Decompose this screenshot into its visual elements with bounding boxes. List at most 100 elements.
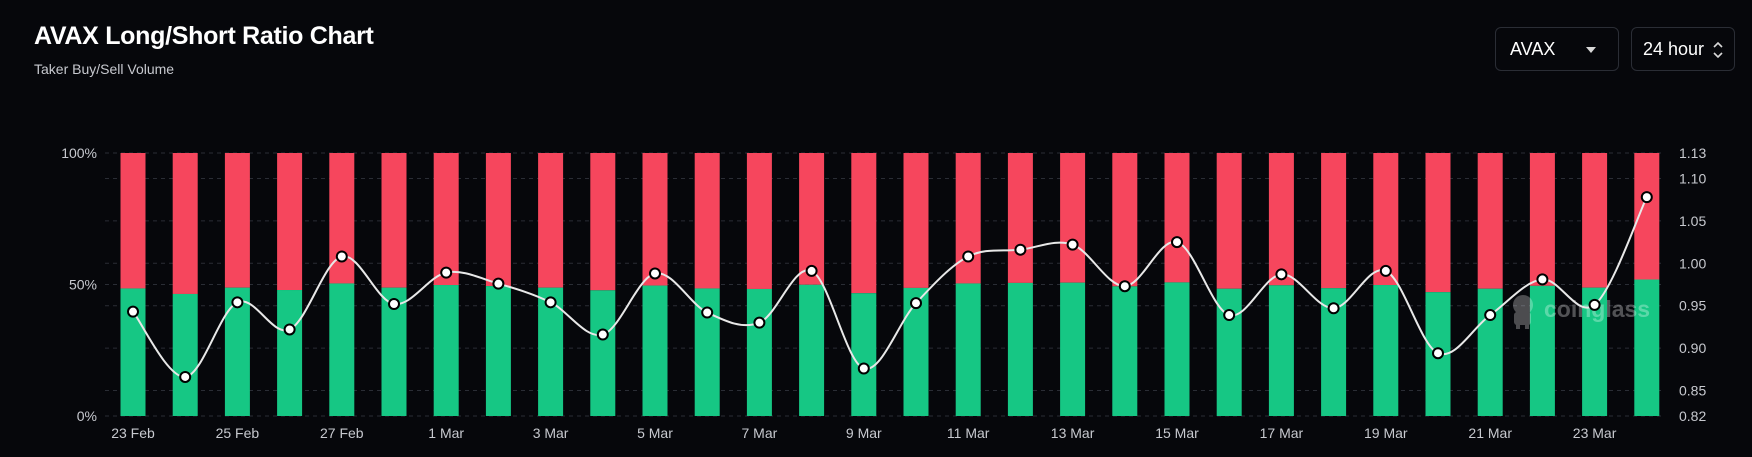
x-axis-tick-label: 27 Feb bbox=[320, 425, 364, 441]
ratio-point bbox=[1640, 191, 1653, 204]
axes: 1.13 1.10 1.05 1.00 0.95 0.90 0.85 0.82 100% 50% 0… bbox=[61, 145, 1706, 441]
ratio-point bbox=[596, 328, 609, 341]
ratio-point bbox=[753, 316, 766, 329]
right-axis-tick-label: 1.05 bbox=[1679, 213, 1706, 229]
bar-short bbox=[590, 153, 616, 291]
bar-long bbox=[1164, 282, 1190, 416]
coinglass-logo-icon bbox=[1513, 295, 1533, 329]
bar-short bbox=[172, 153, 198, 294]
bar-short bbox=[433, 153, 459, 286]
right-axis-tick-label: 0.90 bbox=[1679, 340, 1706, 356]
bars bbox=[120, 153, 1660, 416]
chevron-down-icon bbox=[1586, 47, 1596, 53]
bar-long bbox=[1268, 285, 1294, 416]
ratio-point bbox=[179, 370, 192, 383]
bar-long bbox=[1007, 282, 1033, 416]
bar-long bbox=[1529, 285, 1555, 416]
ratio-point bbox=[649, 267, 661, 280]
page-title: AVAX Long/Short Ratio Chart bbox=[34, 22, 374, 50]
period-select[interactable]: 24 hour bbox=[1631, 27, 1735, 71]
right-axis-tick-label: 1.13 bbox=[1679, 145, 1706, 161]
ratio-point bbox=[283, 323, 296, 336]
bar-short bbox=[224, 153, 250, 288]
x-axis-tick-label: 17 Mar bbox=[1260, 425, 1304, 441]
bar-short bbox=[1216, 153, 1242, 289]
ratio-point bbox=[335, 250, 348, 263]
coin-select-value: AVAX bbox=[1510, 38, 1556, 59]
ratio-point bbox=[701, 306, 714, 319]
x-axis-tick-label: 3 Mar bbox=[533, 425, 569, 441]
bar-short bbox=[746, 153, 772, 289]
x-axis-tick-label: 15 Mar bbox=[1155, 425, 1199, 441]
ratio-point bbox=[857, 362, 870, 375]
right-axis-tick-label: 0.85 bbox=[1679, 383, 1706, 399]
ratio-point bbox=[910, 297, 922, 310]
ratio-point bbox=[544, 296, 557, 309]
ratio-point bbox=[1275, 268, 1288, 281]
ratio-point bbox=[127, 305, 139, 318]
ratio-point bbox=[440, 266, 453, 279]
bar-long bbox=[1112, 286, 1138, 416]
ratio-line bbox=[127, 191, 1653, 383]
bar-long bbox=[329, 283, 355, 416]
left-axis-tick-label: 0% bbox=[77, 408, 97, 424]
ratio-point bbox=[962, 250, 975, 263]
bar-short bbox=[642, 153, 668, 286]
bar-short bbox=[694, 153, 720, 289]
right-axis-tick-label: 0.82 bbox=[1679, 408, 1706, 424]
ratio-point bbox=[1536, 273, 1549, 286]
bar-long bbox=[1634, 279, 1660, 416]
bar-short bbox=[485, 153, 511, 287]
bar-short bbox=[955, 153, 981, 284]
ratio-point bbox=[388, 298, 400, 311]
bar-short bbox=[903, 153, 929, 288]
ratio-point bbox=[1066, 238, 1079, 251]
bar-short bbox=[1582, 153, 1608, 288]
left-axis-tick-label: 100% bbox=[61, 145, 97, 161]
ratio-point bbox=[1171, 236, 1183, 249]
x-axis-tick-label: 11 Mar bbox=[947, 425, 990, 441]
bar-long bbox=[1373, 285, 1399, 416]
bar-short bbox=[851, 153, 877, 294]
left-axis-tick-label: 50% bbox=[69, 277, 97, 293]
bar-long bbox=[433, 285, 459, 416]
ratio-point bbox=[1432, 347, 1444, 360]
bar-short bbox=[1007, 153, 1033, 283]
x-axis-tick-label: 23 Feb bbox=[111, 425, 155, 441]
bar-long bbox=[746, 288, 772, 416]
ratio-point bbox=[1327, 302, 1340, 315]
bar-long bbox=[955, 283, 981, 416]
bar-short bbox=[799, 153, 825, 285]
bar-long bbox=[903, 287, 929, 416]
ratio-point bbox=[492, 277, 505, 290]
page-subtitle: Taker Buy/Sell Volume bbox=[34, 61, 175, 77]
x-axis-tick-label: 25 Feb bbox=[216, 425, 260, 441]
bar-short bbox=[1529, 153, 1555, 286]
x-axis-tick-label: 7 Mar bbox=[742, 425, 778, 441]
bar-long bbox=[799, 284, 825, 416]
coin-select[interactable]: AVAX bbox=[1495, 27, 1619, 71]
x-axis-tick-label: 1 Mar bbox=[428, 425, 464, 441]
ratio-line-path bbox=[132, 196, 1648, 378]
x-axis-tick-label: 19 Mar bbox=[1364, 425, 1408, 441]
bar-short bbox=[1321, 153, 1347, 289]
ratio-point bbox=[805, 264, 818, 277]
bar-short bbox=[1268, 153, 1294, 286]
ratio-point bbox=[1223, 309, 1236, 322]
right-axis-tick-label: 1.00 bbox=[1679, 255, 1706, 271]
bar-short bbox=[277, 153, 303, 291]
ratio-point bbox=[1014, 243, 1027, 256]
grid bbox=[105, 152, 1665, 417]
bar-short bbox=[1164, 153, 1190, 283]
bar-short bbox=[1373, 153, 1399, 286]
x-axis-tick-label: 21 Mar bbox=[1468, 425, 1512, 441]
up-down-chevron-icon bbox=[1713, 41, 1723, 59]
x-axis-tick-label: 13 Mar bbox=[1051, 425, 1095, 441]
x-axis-tick-label: 9 Mar bbox=[846, 425, 882, 441]
bar-short bbox=[381, 153, 407, 288]
bar-long bbox=[590, 290, 616, 416]
ratio-point bbox=[1588, 298, 1601, 311]
ratio-point bbox=[1484, 309, 1497, 322]
ratio-point bbox=[1118, 280, 1131, 293]
